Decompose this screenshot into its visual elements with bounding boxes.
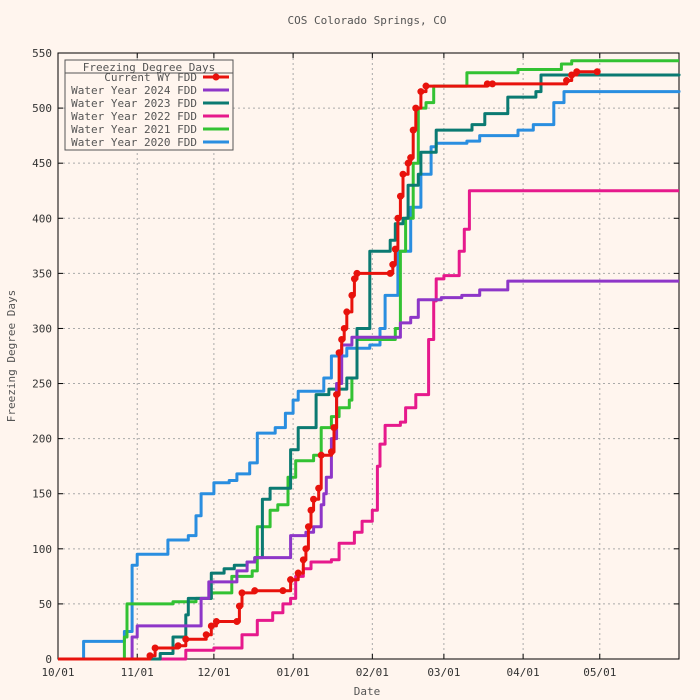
data-point (302, 545, 310, 553)
series-layer (58, 59, 681, 661)
data-point (327, 448, 335, 456)
legend-title: Freezing Degree Days (83, 61, 215, 74)
x-tick-label: 11/01 (121, 666, 154, 679)
data-point (386, 269, 394, 277)
data-point (330, 424, 338, 432)
legend: Freezing Degree Days Current WY FDDWater… (64, 59, 234, 151)
data-point (593, 68, 601, 76)
data-point (182, 635, 190, 643)
y-tick-label: 300 (32, 322, 52, 335)
data-point (174, 642, 182, 650)
data-point (389, 261, 397, 269)
data-point (412, 104, 420, 112)
series-line-water-year-2020-fdd (58, 90, 681, 661)
x-tick-label: 03/01 (427, 666, 460, 679)
legend-label-water-year-2020-fdd: Water Year 2020 FDD (71, 136, 197, 149)
x-tick-label: 10/01 (41, 666, 74, 679)
y-axis-label: Freezing Degree Days (5, 290, 18, 422)
data-point (407, 154, 415, 162)
x-tick-label: 12/01 (197, 666, 230, 679)
series-water-year-2023-fdd (58, 73, 681, 661)
data-point (335, 349, 343, 357)
data-point (151, 644, 159, 652)
series-current-wy-fdd (58, 68, 601, 661)
data-point (235, 602, 243, 610)
data-point (287, 576, 295, 584)
data-point (333, 391, 341, 399)
x-tick-label: 05/01 (583, 666, 616, 679)
y-tick-label: 50 (39, 598, 52, 611)
data-point (404, 159, 412, 167)
y-tick-label: 550 (32, 47, 52, 60)
data-point (304, 523, 312, 531)
series-water-year-2022-fdd (58, 189, 679, 661)
data-point (348, 291, 356, 299)
series-water-year-2020-fdd (58, 90, 681, 661)
data-point (391, 245, 399, 253)
y-tick-label: 450 (32, 157, 52, 170)
data-point (317, 451, 325, 459)
data-point (568, 71, 576, 79)
data-point (310, 495, 318, 503)
data-point (251, 587, 259, 595)
data-point (350, 275, 358, 283)
series-water-year-2024-fdd (58, 279, 679, 661)
data-point (238, 589, 246, 597)
y-tick-label: 0 (45, 653, 52, 666)
data-point (202, 631, 210, 639)
y-tick-label: 100 (32, 543, 52, 556)
legend-label-water-year-2022-fdd: Water Year 2022 FDD (71, 110, 197, 123)
data-point (417, 88, 425, 96)
data-point (409, 126, 417, 134)
x-tick-label: 01/01 (277, 666, 310, 679)
data-point (563, 77, 571, 85)
x-axis-label: Date (354, 685, 381, 698)
data-point (294, 569, 302, 577)
data-point (299, 556, 307, 564)
plot-area (57, 52, 680, 660)
data-point (315, 484, 323, 492)
legend-label-water-year-2021-fdd: Water Year 2021 FDD (71, 123, 197, 136)
legend-marker (212, 73, 220, 81)
data-point (338, 335, 346, 343)
x-tick-label: 02/01 (356, 666, 389, 679)
data-point (212, 618, 220, 626)
data-point (394, 214, 402, 222)
data-point (307, 506, 315, 514)
data-point (483, 80, 491, 88)
data-point (340, 324, 348, 332)
data-point (422, 82, 430, 90)
data-point (488, 80, 496, 88)
y-tick-label: 200 (32, 433, 52, 446)
data-point (343, 308, 351, 316)
data-point (233, 618, 241, 626)
series-line-water-year-2024-fdd (58, 279, 679, 661)
data-point (279, 587, 287, 595)
y-tick-label: 400 (32, 212, 52, 225)
series-line-water-year-2022-fdd (58, 189, 679, 661)
legend-label-water-year-2023-fdd: Water Year 2023 FDD (71, 97, 197, 110)
x-tick-label: 04/01 (507, 666, 540, 679)
legend-label-water-year-2024-fdd: Water Year 2024 FDD (71, 84, 197, 97)
data-point (399, 170, 407, 178)
data-point (146, 652, 154, 660)
legend-box (64, 59, 234, 151)
x-axis: 10/01 11/01 12/01 01/01 02/01 03/01 04/01 05/01 (41, 53, 616, 679)
data-point (207, 622, 215, 630)
data-point (573, 68, 581, 76)
series-line-water-year-2023-fdd (58, 73, 681, 661)
y-tick-label: 150 (32, 488, 52, 501)
data-point (396, 192, 404, 200)
chart-title: COS Colorado Springs, CO (288, 14, 447, 27)
data-point (353, 269, 361, 277)
y-tick-label: 350 (32, 267, 52, 280)
y-tick-label: 250 (32, 378, 52, 391)
legend-label-current-wy-fdd: Current WY FDD (104, 71, 197, 84)
y-tick-label: 500 (32, 102, 52, 115)
